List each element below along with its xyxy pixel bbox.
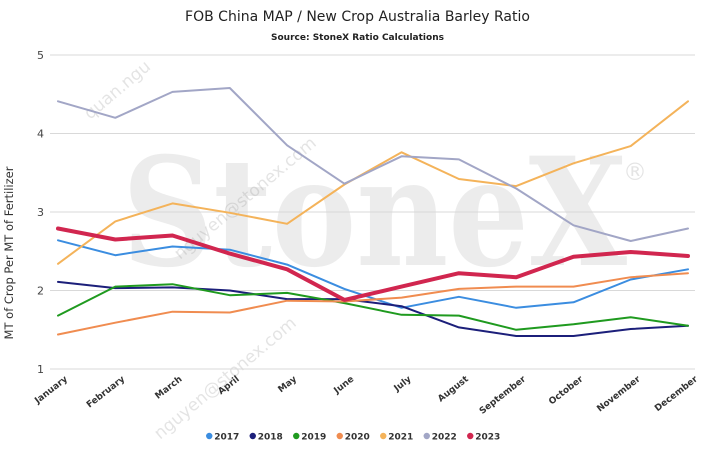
x-tick-december: December [653,374,700,414]
legend-marker-2023 [467,432,474,440]
y-tick-5: 5 [37,49,44,62]
x-tick-june: June [332,374,357,396]
series-lines [56,87,690,337]
x-tick-july: July [392,374,414,394]
legend-item-2023[interactable]: 2023 [467,433,500,443]
y-tick-labels: 1 2 3 4 5 [37,49,44,376]
legend-item-2017[interactable]: 2017 [206,433,239,443]
x-tick-september: September [478,374,529,417]
legend-marker-2022 [423,432,430,440]
watermark-brand: StoneX [122,125,628,301]
series-line-2020 [57,272,689,336]
x-tick-february: February [85,374,127,410]
chart-title: FOB China MAP / New Crop Australia Barle… [185,9,530,25]
x-tick-january: January [32,374,69,406]
legend-marker-2020 [336,432,343,440]
watermark-registered: ® [623,158,647,186]
x-tick-march: March [154,374,185,401]
legend-label-2022: 2022 [432,433,457,443]
x-tick-august: August [436,374,471,404]
series-line-2021 [57,100,689,265]
watermark-diagonal-1: quan.ngu [80,57,155,124]
y-axis-label: MT of Crop Per MT of Fertilizer [2,166,16,339]
y-tick-1: 1 [37,363,44,376]
legend-marker-2018 [249,432,256,440]
legend-marker-2021 [380,432,387,440]
legend-item-2021[interactable]: 2021 [380,433,413,443]
series-line-2017 [57,239,689,309]
legend-item-2022[interactable]: 2022 [423,432,457,443]
series-line-2019 [57,283,689,331]
legend: 2017 2018 2019 2020 2021 2022 2023 [206,433,500,443]
x-tick-may: May [277,374,300,395]
series-line-2018 [57,280,689,337]
x-tick-labels: January February March April May June July Augu… [32,374,700,417]
legend-label-2023: 2023 [475,433,500,443]
legend-marker-2017 [206,432,213,440]
legend-label-2020: 2020 [345,433,370,443]
chart-subtitle: Source: StoneX Ratio Calculations [271,33,444,43]
legend-item-2019[interactable]: 2019 [293,433,326,443]
gridlines [50,54,695,370]
legend-label-2019: 2019 [301,433,326,443]
legend-label-2018: 2018 [258,433,283,443]
x-tick-november: November [595,374,643,414]
legend-item-2018[interactable]: 2018 [249,432,283,443]
series-line-2022 [57,87,689,242]
legend-item-2020[interactable]: 2020 [336,432,370,443]
x-tick-october: October [547,374,585,407]
legend-marker-2019 [293,432,300,440]
legend-label-2017: 2017 [214,433,239,443]
y-tick-3: 3 [37,206,44,219]
y-tick-2: 2 [37,285,44,298]
legend-label-2021: 2021 [388,433,413,443]
series-line-2023 [56,226,690,302]
y-tick-4: 4 [37,128,44,141]
